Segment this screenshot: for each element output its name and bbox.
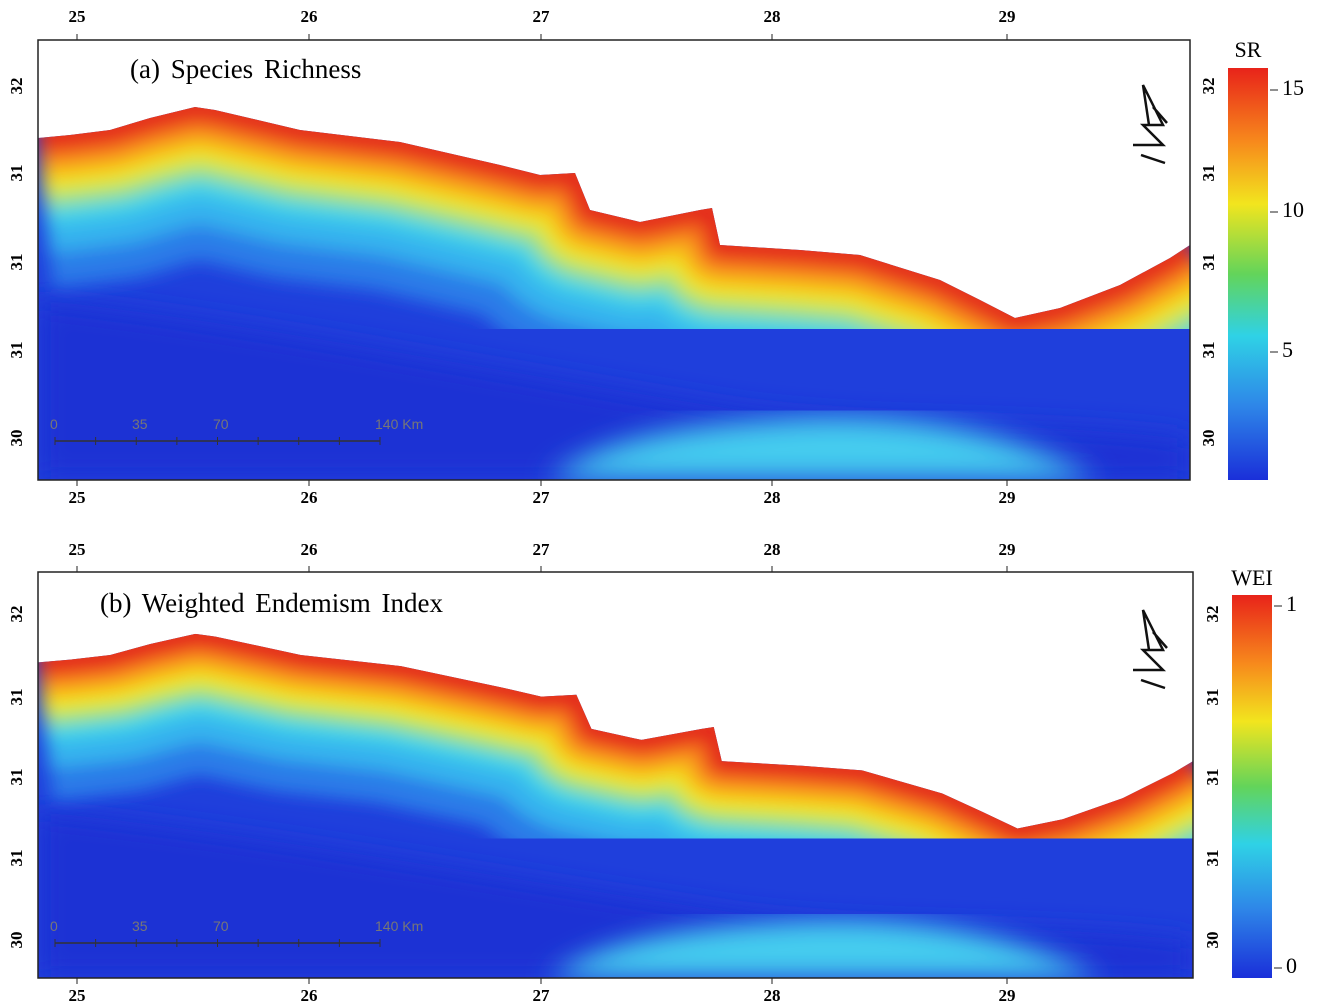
north-arrow xyxy=(1133,84,1168,165)
raster-layers xyxy=(38,633,1193,978)
colorbar-tick-label: 5 xyxy=(1282,337,1293,362)
latitude-label: 31 xyxy=(7,769,26,786)
latitude-label: 30 xyxy=(1199,430,1218,447)
panel-title: (a) Species Richness xyxy=(130,54,361,84)
longitude-label: 25 xyxy=(69,540,86,559)
longitude-label: 28 xyxy=(764,488,781,507)
map-frame xyxy=(37,571,1194,979)
map-panel: (a) Species Richness 25 26 27 28 29 25 26 27 28 29… xyxy=(7,7,1304,507)
scale-bar-label: 35 xyxy=(132,918,148,934)
colorbar xyxy=(1232,595,1272,978)
longitude-label: 25 xyxy=(69,488,86,507)
longitude-label: 27 xyxy=(533,540,551,559)
latitude-label: 31 xyxy=(7,342,26,359)
scale-bar-label: 70 xyxy=(213,416,229,432)
latitude-label: 31 xyxy=(7,165,26,182)
longitude-label: 29 xyxy=(999,540,1016,559)
scale-bar-label: 140 Km xyxy=(375,416,423,432)
latitude-label: 31 xyxy=(1199,165,1218,182)
scale-bar-label: 0 xyxy=(50,416,58,432)
colorbar-tick-label: 1 xyxy=(1286,591,1297,616)
inland-patch xyxy=(549,919,1101,978)
latitude-label: 30 xyxy=(7,932,26,949)
longitude-label: 29 xyxy=(999,488,1016,507)
longitude-label: 29 xyxy=(999,7,1016,26)
colorbar-tick-label: 15 xyxy=(1282,75,1304,100)
latitude-label: 32 xyxy=(1199,78,1218,95)
north-arrow xyxy=(1133,609,1168,690)
latitude-label: 30 xyxy=(1203,932,1222,949)
colorbar-label: WEI xyxy=(1231,565,1273,590)
scale-bar-label: 0 xyxy=(50,918,58,934)
longitude-label: 27 xyxy=(533,986,551,1005)
colorbar-label: SR xyxy=(1235,37,1262,62)
latitude-label: 31 xyxy=(7,850,26,867)
latitude-label: 32 xyxy=(7,78,26,95)
raster-map xyxy=(38,107,1190,480)
colorbar xyxy=(1228,68,1268,480)
longitude-label: 28 xyxy=(764,7,781,26)
longitude-label: 26 xyxy=(301,986,318,1005)
panel-title: (b) Weighted Endemism Index xyxy=(100,588,444,618)
latitude-label: 30 xyxy=(7,430,26,447)
latitude-label: 32 xyxy=(7,606,26,623)
map-frame xyxy=(37,39,1191,481)
latitude-label: 31 xyxy=(1203,769,1222,786)
latitude-label: 31 xyxy=(1199,342,1218,359)
latitude-label: 31 xyxy=(7,254,26,271)
scale-bar-label: 70 xyxy=(213,918,229,934)
longitude-label: 27 xyxy=(533,488,551,507)
coast-bands xyxy=(38,107,1190,468)
latitude-label: 31 xyxy=(1199,254,1218,271)
latitude-label: 31 xyxy=(1203,689,1222,706)
colorbar-tick-label: 0 xyxy=(1286,953,1297,978)
coast-band xyxy=(38,107,1190,331)
longitude-label: 25 xyxy=(69,7,86,26)
colorbar-tick-label: 10 xyxy=(1282,197,1304,222)
latitude-label: 31 xyxy=(1203,850,1222,867)
scale-bar-label: 140 Km xyxy=(375,918,423,934)
longitude-label: 26 xyxy=(301,488,318,507)
raster-layers xyxy=(38,107,1190,480)
latitude-label: 31 xyxy=(7,689,26,706)
longitude-label: 25 xyxy=(69,986,86,1005)
longitude-label: 28 xyxy=(764,540,781,559)
inland-patch xyxy=(548,417,1098,480)
scale-bar-label: 35 xyxy=(132,416,148,432)
longitude-label: 28 xyxy=(764,986,781,1005)
longitude-label: 26 xyxy=(301,540,318,559)
map-panel: (b) Weighted Endemism Index 25 26 27 28 29 25 2… xyxy=(7,540,1297,1005)
longitude-label: 29 xyxy=(999,986,1016,1005)
longitude-label: 26 xyxy=(301,7,318,26)
latitude-label: 32 xyxy=(1203,606,1222,623)
longitude-label: 27 xyxy=(533,7,551,26)
raster-map xyxy=(38,633,1193,978)
